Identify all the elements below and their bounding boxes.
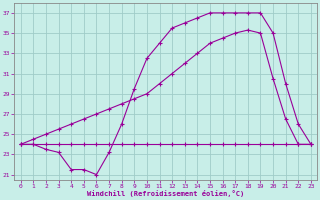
X-axis label: Windchill (Refroidissement éolien,°C): Windchill (Refroidissement éolien,°C) — [87, 190, 244, 197]
